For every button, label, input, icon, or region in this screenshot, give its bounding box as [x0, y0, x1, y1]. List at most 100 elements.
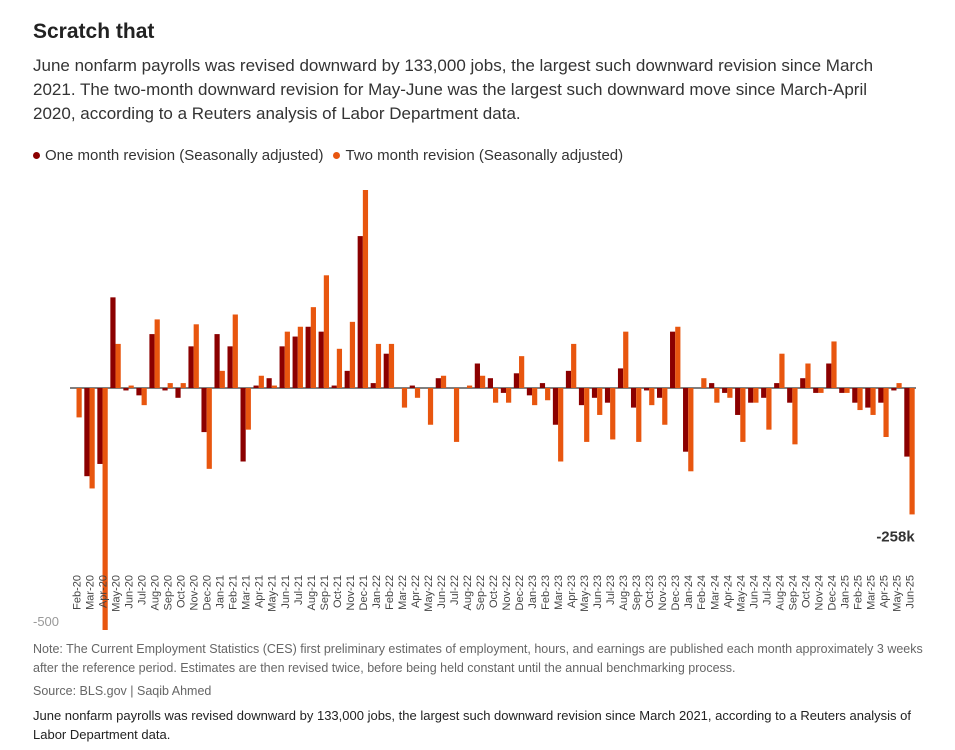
bar-two-month: [414, 388, 421, 398]
x-tick-label: Oct-20: [176, 575, 188, 608]
bar-one-month: [591, 388, 598, 398]
bar-two-month: [232, 314, 238, 388]
x-tick-label: Oct-21: [332, 575, 344, 608]
x-tick-label: Jan-25: [839, 575, 851, 609]
x-tick-label: Jan-23: [527, 575, 539, 609]
legend-swatch-one-month: [33, 152, 40, 159]
x-tick-label: Dec-24: [826, 575, 838, 610]
bar-one-month: [253, 385, 259, 388]
x-tick-label: Sep-23: [631, 575, 643, 610]
bar-two-month: [206, 388, 212, 469]
x-tick-label: Nov-20: [189, 575, 201, 610]
x-tick-label: Jun-21: [280, 575, 292, 609]
x-tick-label: Mar-23: [553, 575, 565, 610]
bar-one-month: [214, 334, 220, 388]
x-tick-label: Feb-25: [852, 575, 864, 610]
bar-two-month: [271, 385, 277, 388]
x-tick-label: Jun-23: [592, 575, 604, 609]
x-tick-label: Dec-21: [358, 575, 370, 610]
x-tick-label: Nov-21: [345, 575, 357, 610]
x-tick-label: May-22: [423, 575, 435, 612]
bar-two-month: [219, 370, 225, 388]
bar-two-month: [896, 383, 902, 388]
x-tick-label: Aug-22: [462, 575, 474, 610]
bar-one-month: [344, 370, 350, 388]
bar-one-month: [813, 388, 819, 393]
bar-two-month: [297, 326, 303, 388]
x-tick-label: Sep-24: [787, 575, 799, 610]
bar-two-month: [909, 388, 915, 515]
bar-two-month: [362, 190, 369, 388]
bar-two-month: [857, 388, 863, 411]
x-tick-label: Dec-22: [514, 575, 526, 610]
bar-one-month: [735, 388, 741, 415]
bar-one-month: [761, 388, 767, 398]
bar-one-month: [826, 363, 832, 388]
bar-one-month: [318, 331, 324, 388]
bar-two-month: [258, 375, 264, 388]
x-tick-label: Mar-20: [85, 575, 97, 610]
x-tick-label: Sep-20: [163, 575, 175, 610]
legend-label-one-month: One month revision (Seasonally adjusted): [45, 147, 324, 164]
bar-two-month: [779, 353, 785, 388]
bar-one-month: [279, 346, 285, 388]
bar-two-month: [662, 388, 668, 425]
bar-two-month: [623, 331, 629, 388]
bar-one-month: [604, 388, 611, 403]
bar-one-month: [136, 388, 142, 396]
bar-two-month: [89, 388, 95, 489]
bar-two-month: [102, 388, 108, 630]
bar-two-month: [479, 375, 486, 388]
bar-one-month: [370, 383, 376, 388]
bar-two-month: [493, 388, 499, 403]
bar-two-month: [870, 388, 876, 415]
x-tick-label: Jan-22: [371, 575, 383, 609]
annotation-label: -258k: [876, 528, 915, 545]
bar-one-month: [630, 388, 637, 408]
bar-one-month: [97, 388, 103, 464]
x-tick-label: Jul-23: [605, 575, 617, 605]
bar-one-month: [84, 388, 90, 477]
bar-one-month: [227, 346, 233, 388]
bar-two-month: [349, 321, 356, 388]
x-tick-label: Jul-20: [137, 575, 149, 605]
y-tick-label: -500: [33, 614, 59, 629]
bar-one-month: [357, 236, 363, 388]
bar-one-month: [123, 388, 129, 391]
x-tick-label: Oct-24: [800, 575, 812, 608]
bar-two-month: [610, 388, 616, 440]
bar-two-month: [245, 388, 251, 430]
bar-one-month: [643, 388, 650, 391]
x-tick-label: Jun-24: [748, 575, 760, 609]
bar-one-month: [149, 334, 155, 388]
x-tick-label: Jul-22: [449, 575, 461, 605]
x-tick-label: May-23: [579, 575, 591, 612]
bar-two-month: [167, 383, 173, 388]
bar-two-month: [844, 388, 850, 393]
bar-two-month: [792, 388, 798, 445]
bar-one-month: [904, 388, 910, 457]
x-tick-label: Aug-20: [150, 575, 162, 610]
chart-subtitle: June nonfarm payrolls was revised downwa…: [33, 56, 874, 123]
bar-two-month: [453, 388, 460, 442]
x-tick-label: Apr-20: [98, 575, 110, 608]
bar-two-month: [688, 388, 694, 472]
bar-two-month: [193, 324, 199, 388]
x-tick-label: Nov-24: [813, 575, 825, 610]
x-tick-label: Apr-24: [722, 575, 734, 608]
bar-one-month: [110, 297, 116, 388]
bar-one-month: [409, 385, 415, 388]
x-tick-label: Jul-24: [761, 575, 773, 605]
x-tick-label: Aug-23: [618, 575, 630, 610]
x-tick-label: May-24: [735, 575, 747, 612]
bar-two-month: [519, 356, 525, 388]
x-tick-label: Apr-22: [410, 575, 422, 608]
bar-two-month: [128, 385, 134, 388]
bar-two-month: [375, 343, 382, 388]
bar-one-month: [839, 388, 845, 393]
x-tick-label: Apr-23: [566, 575, 578, 608]
x-tick-label: Dec-23: [670, 575, 682, 610]
x-tick-label: Jun-22: [436, 575, 448, 609]
x-tick-label: Jan-21: [215, 575, 227, 609]
bar-one-month: [552, 388, 559, 425]
